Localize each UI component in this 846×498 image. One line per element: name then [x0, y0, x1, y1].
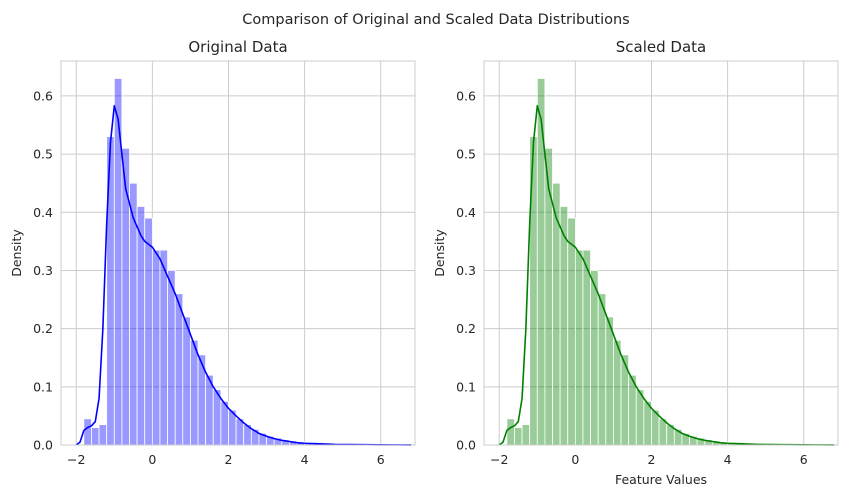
- x-axis-label: Feature Values: [615, 472, 707, 487]
- y-axis-label: Density: [432, 229, 447, 277]
- histogram-bar: [113, 78, 123, 446]
- histogram-bar: [98, 424, 108, 446]
- axes-frame: [483, 60, 839, 446]
- x-tick-label: 6: [800, 452, 808, 467]
- figure-suptitle: Comparison of Original and Scaled Data D…: [242, 12, 629, 28]
- y-tick-label: 0.1: [33, 379, 53, 394]
- histogram-bar: [590, 270, 599, 446]
- histogram-bar: [121, 147, 130, 446]
- subplot-title: Scaled Data: [616, 38, 706, 56]
- x-tick-label: −2: [67, 452, 85, 467]
- kde-line: [498, 105, 835, 446]
- axes-frame: [60, 60, 416, 446]
- histogram-bar: [91, 427, 100, 446]
- histogram-bar: [167, 270, 176, 446]
- histogram-bar: [506, 418, 515, 446]
- x-tick-label: 2: [225, 452, 233, 467]
- y-tick-label: 0.2: [456, 321, 476, 336]
- histogram-bar: [605, 316, 614, 446]
- y-tick-label: 0.1: [456, 379, 476, 394]
- plot-area: [61, 61, 415, 445]
- y-tick-label: 0.4: [456, 205, 476, 220]
- kde-line: [75, 105, 412, 446]
- x-tick-label: 0: [571, 452, 579, 467]
- histogram-bar: [597, 293, 607, 446]
- histogram-bar: [159, 249, 168, 446]
- x-tick-label: 0: [148, 452, 156, 467]
- subplot-scaled-data: −2 0 2 4 6 0.0 0.1 0.2 0.3 0.4 0.5 0.6 Scaled Data De…: [432, 38, 839, 487]
- histogram-bars: [83, 78, 404, 446]
- y-tick-label: 0.4: [33, 205, 53, 220]
- plot-area: [484, 61, 838, 445]
- histogram-bar: [521, 424, 531, 446]
- y-tick-label: 0.2: [33, 321, 53, 336]
- y-tick-label: 0.5: [33, 147, 53, 162]
- y-tick-label: 0.0: [33, 438, 53, 453]
- histogram-bar: [559, 206, 569, 446]
- subplot-original-data: −2 0 2 4 6 0.0 0.1 0.2 0.3 0.4 0.5 0.6 Original Data…: [9, 38, 416, 467]
- histogram-bar: [514, 427, 523, 446]
- y-tick-label: 0.3: [33, 263, 53, 278]
- histogram-bar: [144, 217, 153, 446]
- histogram-bar: [136, 206, 146, 446]
- histogram-bar: [544, 147, 553, 446]
- x-tick-label: 2: [648, 452, 656, 467]
- y-tick-label: 0.0: [456, 438, 476, 453]
- x-tick-label: 6: [377, 452, 385, 467]
- histogram-bar: [567, 217, 576, 446]
- histogram-bar: [536, 78, 546, 446]
- subplot-title: Original Data: [188, 38, 287, 56]
- histogram-bar: [151, 249, 161, 446]
- y-tick-label: 0.6: [33, 88, 53, 103]
- histogram-bars: [506, 78, 827, 446]
- y-tick-label: 0.6: [456, 88, 476, 103]
- y-tick-label: 0.5: [456, 147, 476, 162]
- x-tick-label: 4: [724, 452, 732, 467]
- histogram-bar: [174, 293, 184, 446]
- histogram-bar: [574, 249, 584, 446]
- y-tick-label: 0.3: [456, 263, 476, 278]
- histogram-bar: [613, 339, 622, 446]
- x-tick-label: 4: [301, 452, 309, 467]
- x-tick-label: −2: [490, 452, 508, 467]
- histogram-bar: [182, 316, 191, 446]
- histogram-bar: [582, 249, 591, 446]
- histogram-bar: [190, 339, 199, 446]
- histogram-bar: [83, 418, 92, 446]
- y-axis-label: Density: [9, 229, 24, 277]
